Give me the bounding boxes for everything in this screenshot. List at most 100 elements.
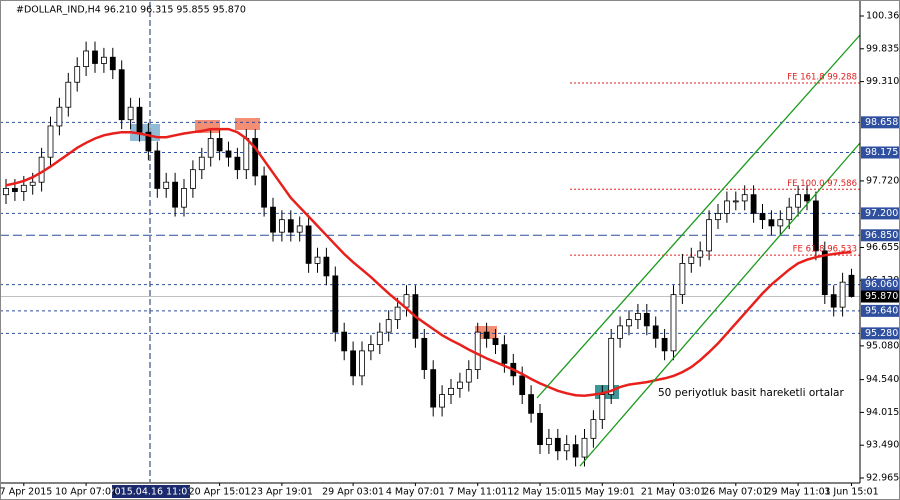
y-tick-label: 97.720: [866, 175, 899, 186]
candle-body: [608, 337, 615, 395]
current-price-label: 95.870: [865, 291, 898, 302]
candle-body: [252, 138, 259, 177]
level-label-box: [861, 229, 899, 242]
candle-body: [492, 337, 499, 346]
candle-body: [581, 437, 588, 458]
candle-body: [92, 50, 98, 64]
candle-body: [29, 181, 36, 186]
candle-body: [261, 175, 268, 208]
candle-body: [483, 331, 490, 339]
level-label-box: [861, 207, 899, 220]
highlight-box: [235, 118, 260, 130]
candle-body: [385, 319, 392, 333]
candle-body: [519, 375, 526, 395]
candle-body: [56, 106, 63, 127]
candle-body: [546, 437, 552, 445]
candle-body: [421, 337, 428, 371]
candle-body: [296, 225, 303, 233]
candle-body: [643, 312, 650, 327]
candle-body: [786, 206, 793, 221]
level-label-box: [861, 327, 899, 340]
candle-body: [109, 56, 116, 71]
x-tick-label: 20 Apr 15:01: [189, 487, 251, 498]
plot-area: [0, 41, 860, 467]
level-label: 95.640: [865, 305, 898, 316]
current-price-box: [861, 290, 899, 303]
level-label: 95.280: [865, 328, 898, 339]
candle-body: [554, 437, 561, 452]
y-tick-label: 99.835: [866, 43, 899, 54]
candle-body: [501, 344, 508, 364]
candle-body: [679, 262, 686, 296]
candle-body: [127, 106, 134, 121]
candle-body: [243, 138, 250, 171]
candle-body: [706, 219, 712, 252]
candle-body: [323, 256, 330, 277]
candle-body: [154, 150, 161, 189]
level-label: 96.060: [865, 279, 898, 290]
candle-body: [759, 213, 766, 221]
candle-body: [750, 194, 757, 214]
level-label-box: [861, 304, 899, 317]
candle-body: [732, 200, 739, 203]
x-tick-label: 3 Jun 15:01: [824, 487, 878, 498]
candle-body: [456, 381, 463, 389]
candle-body: [118, 69, 125, 121]
candle-body: [661, 337, 668, 352]
moving-average: [5, 127, 852, 398]
level-label: 96.850: [865, 230, 898, 241]
y-tick-label: 94.540: [866, 374, 899, 385]
candle-body: [207, 138, 214, 158]
candle-body: [234, 156, 241, 171]
candle-body: [741, 194, 748, 202]
candle-body: [3, 188, 9, 196]
candle-body: [163, 181, 170, 189]
candle-body: [448, 387, 454, 395]
y-tick-label: 99.310: [866, 76, 899, 87]
candle-body: [83, 50, 89, 68]
candle-body: [305, 225, 312, 264]
candle-body: [216, 138, 223, 152]
candle-body: [670, 294, 677, 352]
axis-background: [0, 483, 900, 500]
candle-body: [777, 219, 784, 227]
candle-body: [821, 250, 828, 296]
candle-body: [145, 131, 152, 152]
candle-body: [136, 106, 143, 133]
x-tick-label: 4 May 07:01: [386, 487, 445, 498]
candle-body: [563, 444, 570, 452]
crosshair-label-box: [112, 485, 190, 498]
candle-body: [394, 306, 401, 321]
candle-body: [715, 213, 721, 221]
x-tick-label: 21 May 03:01: [641, 487, 706, 498]
level-label: 98.658: [865, 117, 898, 128]
candle-body: [74, 66, 81, 83]
y-tick-label: 94.015: [866, 407, 899, 418]
x-tick-label: 2015.04.16 11:01: [109, 487, 194, 498]
x-tick-label: 12 May 15:01: [507, 487, 572, 498]
candle-body: [270, 206, 276, 233]
candle-body: [652, 325, 659, 339]
candle-body: [225, 150, 232, 158]
x-tick-label: 10 Apr 07:01: [55, 487, 117, 498]
fib-label: FE 61.8 96.533: [793, 245, 857, 255]
candle-body: [376, 331, 383, 346]
level-label-box: [861, 146, 899, 159]
candle-body: [688, 256, 695, 264]
candle-body: [768, 219, 775, 227]
candle-body: [181, 188, 187, 208]
candle-body: [724, 200, 730, 214]
chart-title: #DOLLAR_IND,H4 96.210 96.315 95.855 95.8…: [16, 5, 246, 16]
candle-body: [830, 294, 837, 308]
x-tick-label: 26 May 07:01: [703, 487, 768, 498]
x-tick-label: 29 May 11:01: [766, 487, 831, 498]
x-tick-label: 7 Apr 2015: [0, 487, 52, 498]
fib-label: FE 100.0 97.586: [787, 179, 857, 189]
candle-body: [430, 369, 437, 408]
candle-body: [20, 184, 27, 192]
y-tick-label: 93.490: [866, 440, 899, 451]
candle-body: [439, 394, 446, 408]
